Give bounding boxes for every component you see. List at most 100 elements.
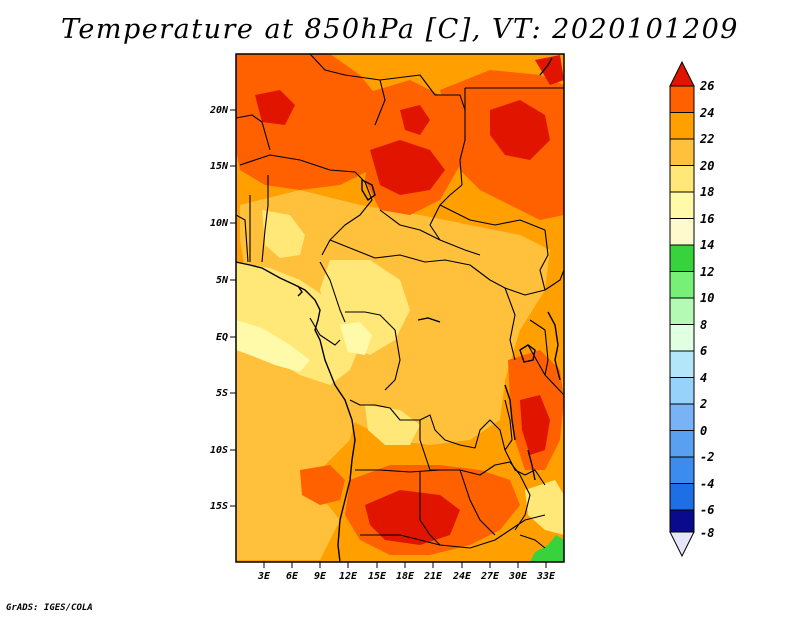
- lake-victoria: [519, 344, 536, 363]
- field-26-south: [365, 490, 460, 545]
- lon-tick-label: 30E: [508, 571, 528, 582]
- field-26-lakes: [520, 395, 550, 455]
- border-niger-nigeria: [239, 154, 366, 183]
- colorbar-label: -8: [700, 526, 714, 540]
- colorbar-bin: [670, 192, 694, 219]
- border-gabon: [309, 317, 341, 346]
- field-18-20-angola: [365, 405, 420, 445]
- colorbar-label: 20: [699, 159, 714, 173]
- border-drc-tanzania: [504, 399, 513, 451]
- colorbar-label: -2: [700, 450, 714, 464]
- lat-tick-label: 5S: [216, 388, 228, 399]
- colorbar-bin: [670, 298, 694, 325]
- lon-tick-label: 24E: [452, 571, 472, 582]
- border-ssudan-ethiopia: [539, 229, 549, 291]
- border-botswana-zimbabwe: [459, 469, 496, 536]
- colorbar-bin: [670, 404, 694, 431]
- lake-malawi: [527, 449, 536, 481]
- lat-tick-label: 5N: [216, 275, 229, 286]
- colorbar-bin: [670, 430, 694, 457]
- chart-title: Temperature at 850hPa [C], VT: 202010120…: [61, 14, 739, 45]
- colorbar-label: 16: [700, 212, 714, 226]
- lat-tick-label: 10S: [210, 445, 228, 456]
- border-drc-zambia: [444, 419, 506, 451]
- colorbar-label: 6: [700, 344, 707, 358]
- colorbar: 26 24 22 20 18 16 14 12 10 8 6 4 2 0 -2 …: [669, 60, 714, 558]
- red-sea: [539, 57, 553, 76]
- colorbar-label: 0: [700, 424, 707, 438]
- coastlines: [236, 57, 561, 562]
- lon-tick-label: 9E: [314, 571, 327, 582]
- colorbar-bin: [670, 324, 694, 351]
- border-nigeria-cameroon: [321, 181, 373, 256]
- border-libya-sudan: [379, 74, 466, 111]
- lat-tick-label: 15N: [210, 161, 229, 172]
- border-southern-africa: [360, 514, 546, 549]
- lon-tick-label: 15E: [368, 571, 387, 582]
- lat-tick-label: 20N: [209, 105, 229, 116]
- field-24-26-angola-spot: [300, 465, 345, 505]
- country-borders: [236, 54, 564, 549]
- colorbar-top-arrow: [669, 60, 695, 87]
- border-congo-drc: [345, 311, 401, 391]
- lon-tick-label: 21E: [423, 571, 443, 582]
- grads-credit: GrADS: IGES/COLA: [6, 603, 93, 613]
- lon-tick-label: 18E: [396, 571, 415, 582]
- lon-tick-label: 33E: [536, 571, 556, 582]
- field-18-20-southeast: [525, 480, 564, 535]
- border-libya-chad: [459, 88, 466, 186]
- coast-east: [547, 311, 561, 381]
- field-26-west: [255, 90, 295, 125]
- colorbar-bottom-arrow: [669, 531, 695, 558]
- lon-tick-label: 27E: [480, 571, 500, 582]
- colorbar-label: 4: [700, 371, 707, 385]
- lake-tanganyika: [504, 384, 516, 441]
- colorbar-bin: [670, 351, 694, 378]
- colorbar-label: 8: [700, 318, 707, 332]
- colorbar-bin: [670, 245, 694, 272]
- colorbar-label: 26: [699, 79, 714, 93]
- lat-tick-label: EQ: [216, 332, 228, 343]
- colorbar-label: -6: [700, 503, 714, 517]
- border-sudan-ssudan: [439, 204, 546, 231]
- colorbar-bin: [670, 483, 694, 510]
- border-zimbabwe-mozambique: [514, 474, 531, 531]
- colorbar-bin: [670, 271, 694, 298]
- colorbar-bin: [670, 165, 694, 192]
- field-12-14-corner: [530, 535, 564, 562]
- border-car-south: [329, 239, 506, 289]
- field-16-18-highland: [340, 322, 372, 355]
- lake-kivu: [417, 317, 441, 323]
- colorbar-label: 10: [700, 291, 714, 305]
- colorbar-bin: [670, 139, 694, 166]
- colorbar-bin: [670, 510, 694, 532]
- latitude-axis: 20N 15N 10N 5N EQ 5S 10S 15S: [209, 105, 236, 512]
- border-chad-sudan: [429, 184, 481, 256]
- coast-gulf-of-guinea: [236, 261, 356, 562]
- colorbar-label: 22: [699, 132, 714, 146]
- border-drc-angola-north: [349, 399, 446, 441]
- colorbar-bin: [670, 218, 694, 245]
- border-algeria-niger: [309, 54, 386, 126]
- lon-tick-label: 6E: [286, 571, 299, 582]
- border-namibia-botswana: [419, 472, 441, 546]
- border-mali-niger: [236, 114, 271, 151]
- lat-tick-label: 15S: [210, 501, 228, 512]
- map-frame: [235, 53, 565, 563]
- field-16-18-coast: [236, 320, 310, 372]
- border-swaziland: [519, 534, 546, 549]
- border-angola-namibia: [355, 469, 460, 473]
- field-26-east: [490, 100, 550, 160]
- colorbar-bin: [670, 86, 694, 113]
- colorbar-bin: [670, 457, 694, 484]
- border-ghana-togo: [236, 214, 249, 263]
- colorbar-label: -4: [700, 477, 714, 491]
- temperature-field: [236, 54, 564, 562]
- lon-tick-label: 12E: [339, 571, 358, 582]
- field-18-20-cameroon: [262, 210, 305, 258]
- longitude-axis: 3E 6E 9E 12E 15E 18E 21E 24E 27E 30E 33E: [257, 562, 556, 582]
- border-ethiopia: [504, 269, 564, 296]
- colorbar-label: 18: [700, 185, 714, 199]
- colorbar-label: 24: [699, 106, 714, 120]
